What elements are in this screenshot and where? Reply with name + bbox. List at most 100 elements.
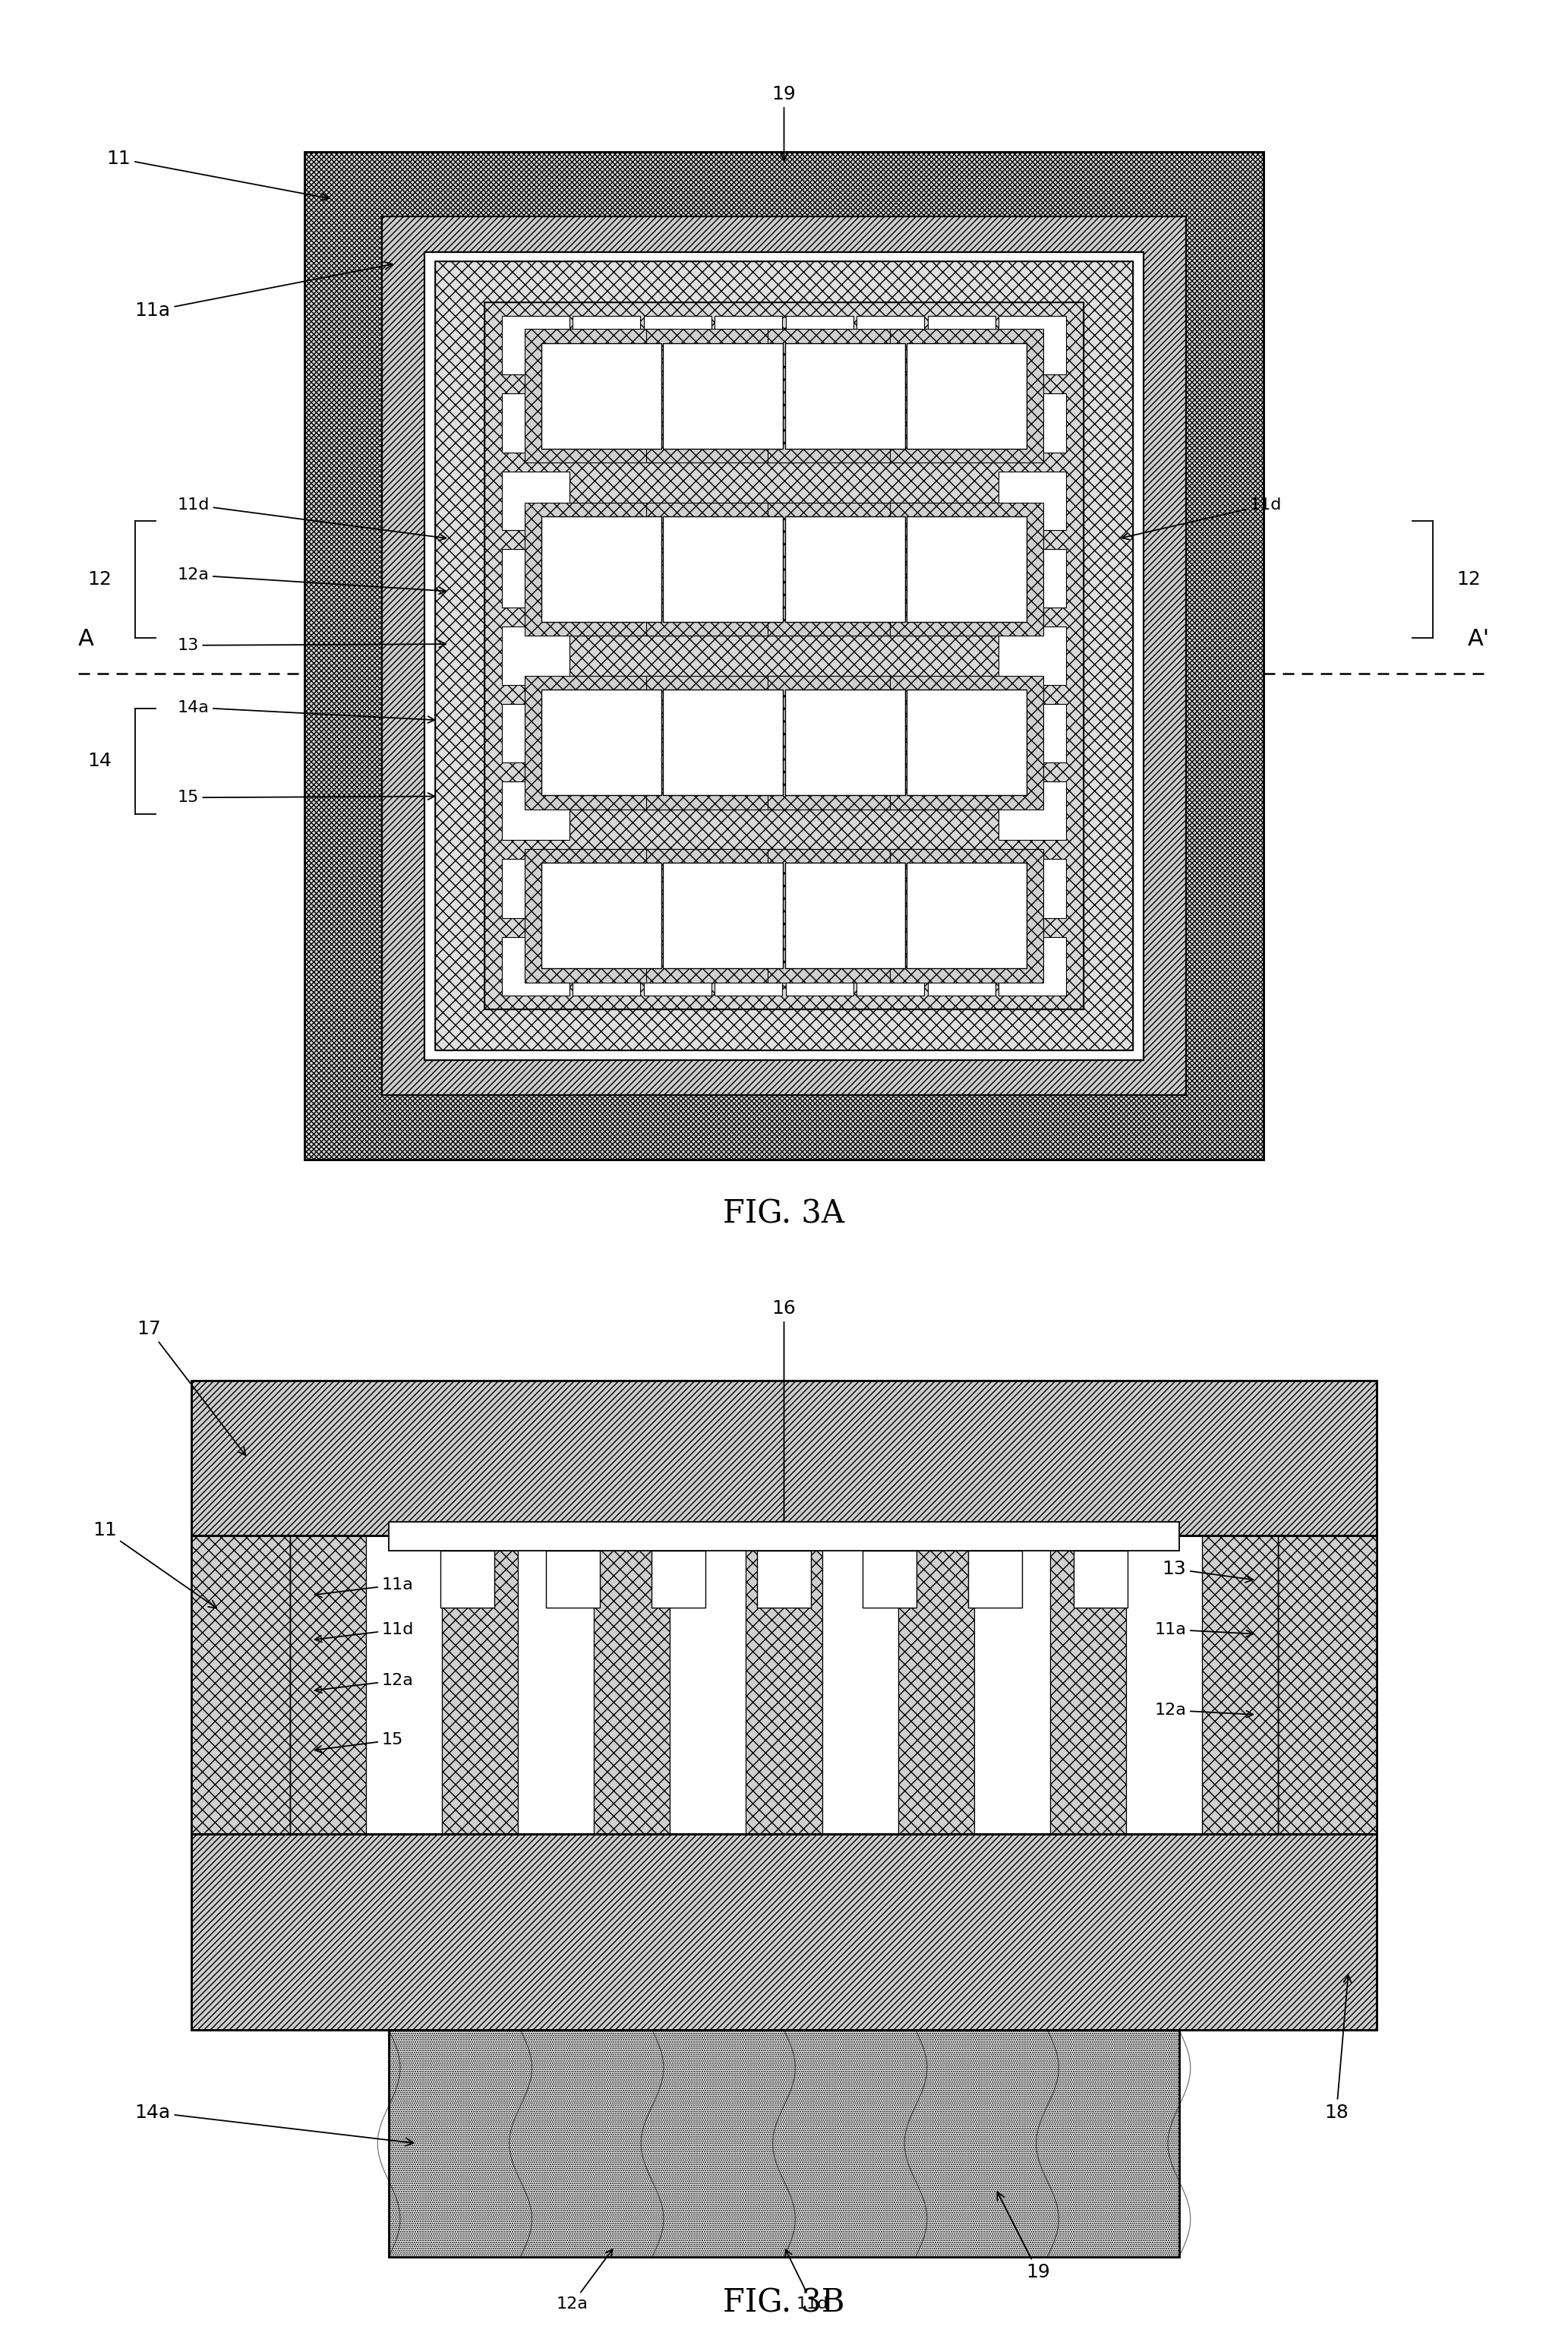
Bar (304, 152, 1264, 1159)
Bar (768, 504, 922, 637)
Bar (485, 302, 1083, 1009)
Bar (906, 518, 1027, 623)
Bar (999, 548, 1066, 607)
Bar (856, 937, 924, 995)
Text: 17: 17 (136, 1321, 246, 1454)
Text: 11a: 11a (1154, 1623, 1253, 1637)
Bar (436, 262, 1132, 1049)
Text: A': A' (1468, 628, 1490, 649)
Text: 18: 18 (1325, 1974, 1352, 2122)
Bar (436, 262, 1132, 1049)
Bar (423, 251, 1145, 1059)
Bar (898, 1536, 974, 1834)
Text: 11a: 11a (135, 262, 392, 321)
Bar (502, 860, 569, 918)
Bar (663, 864, 782, 970)
Bar (646, 504, 800, 637)
Bar (646, 850, 800, 984)
Bar (1074, 1550, 1127, 1607)
Bar (906, 689, 1027, 796)
Bar (517, 1536, 594, 1834)
Bar (967, 1550, 1022, 1607)
Bar (768, 674, 922, 810)
Text: 14a: 14a (177, 700, 434, 724)
Bar (389, 2031, 1179, 2258)
Bar (1126, 1536, 1203, 1834)
Bar (663, 344, 782, 450)
Bar (572, 316, 640, 375)
Bar (891, 850, 1044, 984)
Bar (191, 1834, 1377, 2031)
Bar (646, 330, 800, 464)
Bar (644, 937, 712, 995)
Bar (290, 1536, 365, 1834)
Bar (441, 1550, 494, 1607)
Bar (999, 628, 1066, 686)
Bar (652, 1550, 706, 1607)
Bar (644, 316, 712, 375)
Bar (928, 316, 996, 375)
Text: 11a: 11a (315, 1576, 414, 1597)
Bar (442, 1536, 517, 1834)
Bar (502, 705, 569, 763)
Bar (906, 344, 1027, 450)
Bar (999, 471, 1066, 529)
Bar (541, 689, 662, 796)
Bar (974, 1536, 1051, 1834)
Bar (383, 218, 1187, 1096)
Bar (389, 1522, 1179, 1550)
Bar (999, 860, 1066, 918)
Text: 11d: 11d (786, 2251, 828, 2312)
Text: 11: 11 (93, 1520, 216, 1609)
Bar (906, 864, 1027, 970)
Bar (999, 782, 1066, 841)
Bar (1203, 1536, 1278, 1834)
Bar (746, 1536, 822, 1834)
Text: 15: 15 (177, 789, 434, 806)
Bar (524, 674, 679, 810)
Bar (191, 1536, 1377, 1834)
Bar (502, 782, 569, 841)
Text: 12a: 12a (1154, 1703, 1253, 1717)
Bar (786, 518, 905, 623)
Bar (746, 1536, 822, 1834)
Bar (999, 393, 1066, 452)
Bar (191, 1834, 1377, 2031)
Bar (191, 1536, 1377, 1834)
Bar (786, 864, 905, 970)
Text: 12: 12 (88, 571, 111, 588)
Bar (670, 1536, 746, 1834)
Bar (663, 689, 782, 796)
Text: 14a: 14a (135, 2103, 414, 2145)
Bar (502, 937, 569, 995)
Bar (541, 864, 662, 970)
Bar (715, 937, 782, 995)
Bar (442, 1536, 517, 1834)
Text: 19: 19 (771, 84, 797, 159)
Bar (541, 344, 662, 450)
Bar (594, 1536, 670, 1834)
Bar (928, 937, 996, 995)
Text: 12a: 12a (557, 2248, 613, 2312)
Text: 12a: 12a (315, 1672, 414, 1693)
Text: 12: 12 (1457, 571, 1480, 588)
Text: 13: 13 (1162, 1560, 1253, 1583)
Bar (891, 504, 1044, 637)
Bar (502, 393, 569, 452)
Bar (546, 1550, 601, 1607)
Text: FIG. 3A: FIG. 3A (723, 1197, 845, 1230)
Bar (1278, 1536, 1377, 1834)
Bar (856, 316, 924, 375)
Bar (502, 471, 569, 529)
Text: 15: 15 (315, 1733, 403, 1752)
Bar (383, 218, 1187, 1096)
Bar (1051, 1536, 1126, 1834)
Bar (304, 152, 1264, 1159)
Bar (768, 330, 922, 464)
Text: 11d: 11d (1123, 497, 1283, 539)
Text: 19: 19 (997, 2192, 1051, 2281)
Text: 14: 14 (88, 752, 111, 771)
Bar (502, 316, 569, 375)
Bar (594, 1536, 670, 1834)
Bar (999, 705, 1066, 763)
